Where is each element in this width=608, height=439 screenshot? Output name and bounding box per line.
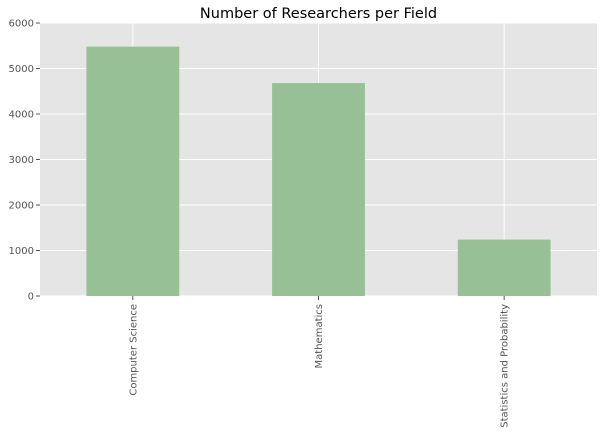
y-tick-label: 4000 bbox=[9, 110, 34, 121]
y-tick-label: 0 bbox=[28, 292, 34, 303]
y-tick-label: 5000 bbox=[9, 64, 34, 75]
x-tick-label: Statistics and Probability bbox=[500, 304, 511, 428]
bar-mathematics bbox=[272, 83, 365, 296]
y-tick-label: 2000 bbox=[9, 201, 34, 212]
bars bbox=[86, 46, 551, 296]
chart-title: Number of Researchers per Field bbox=[200, 6, 437, 22]
bar-statistics-and-probability bbox=[457, 239, 551, 296]
y-tick-label: 1000 bbox=[9, 246, 34, 257]
y-tick-label: 6000 bbox=[9, 19, 34, 30]
x-axis-ticks: Computer Science Mathematics Statistics an… bbox=[128, 296, 511, 428]
bar-computer-science bbox=[86, 46, 180, 296]
x-tick-label: Computer Science bbox=[128, 304, 139, 396]
x-tick-label: Mathematics bbox=[314, 304, 325, 368]
y-axis-ticks: 0 1000 2000 3000 4000 5000 6000 bbox=[9, 19, 40, 303]
y-tick-label: 3000 bbox=[9, 155, 34, 166]
